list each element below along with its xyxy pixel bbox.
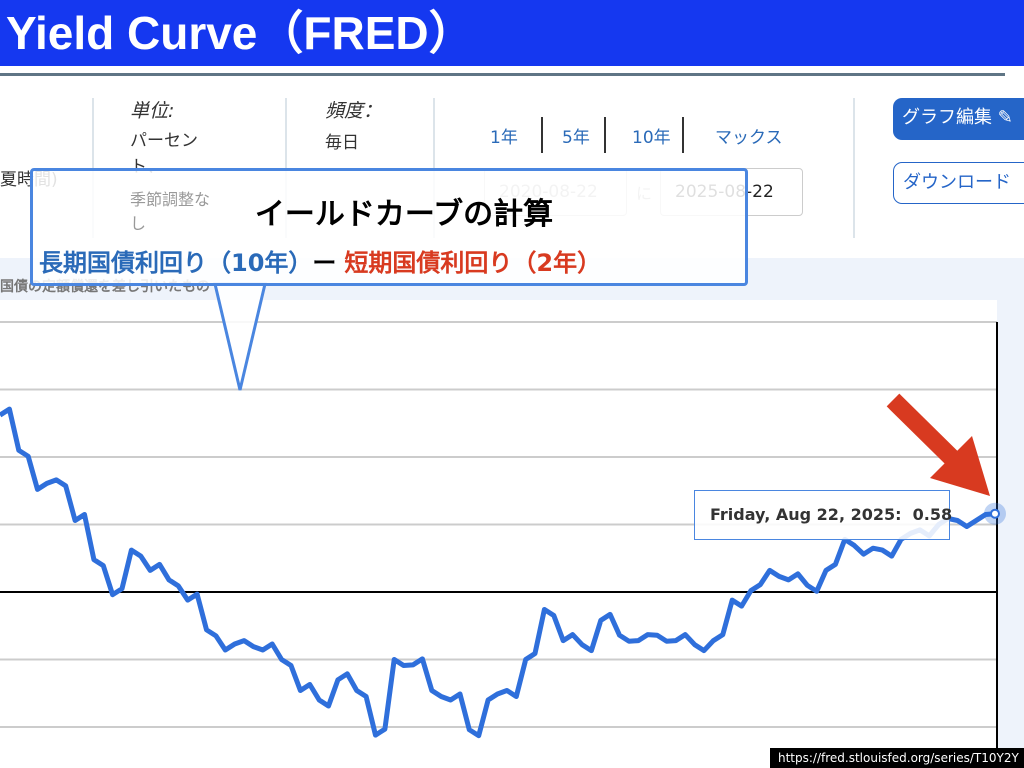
callout-tail — [213, 282, 267, 391]
units-label: 単位: — [130, 100, 175, 122]
range-1y[interactable]: 1年 — [490, 128, 518, 148]
external-edit-icon: ✎ — [997, 107, 1013, 128]
slide-title: Yield Curve（FRED） — [0, 0, 1024, 66]
hover-tooltip: Friday, Aug 22, 2025: 0.58 — [694, 490, 953, 540]
title-divider — [0, 73, 1005, 76]
range-max[interactable]: マックス — [715, 128, 783, 148]
series-line — [0, 406, 996, 739]
callout-formula: 長期国債利回り（10年）ー 短期国債利回り（2年） — [39, 243, 601, 278]
tooltip-value: 0.58 — [912, 505, 953, 524]
frequency-value: 毎日 — [325, 133, 359, 153]
source-url: https://fred.stlouisfed.org/series/T10Y2… — [770, 748, 1024, 768]
units-note: 季節調整なし — [130, 190, 211, 233]
minus-sign: ー — [312, 249, 337, 277]
divider — [853, 98, 855, 238]
long-term-yield: 長期国債利回り（10年） — [39, 249, 313, 277]
edit-graph-button[interactable]: グラフ編集 ✎ — [893, 98, 1024, 140]
edit-graph-label: グラフ編集 — [902, 107, 992, 128]
range-separator — [604, 117, 606, 153]
range-5y[interactable]: 5年 — [562, 128, 590, 148]
tooltip-date: Friday, Aug 22, 2025: — [710, 505, 902, 524]
frequency-label: 頻度： — [325, 100, 383, 122]
hover-point[interactable] — [990, 508, 1000, 519]
callout-box: イールドカーブの計算 長期国債利回り（10年）ー 短期国債利回り（2年） — [30, 168, 748, 286]
red-arrow-icon — [886, 393, 990, 496]
range-10y[interactable]: 10年 — [632, 128, 671, 148]
callout-title: イールドカーブの計算 — [254, 197, 554, 232]
range-separator — [682, 117, 684, 153]
short-term-yield: 短期国債利回り（2年） — [344, 249, 602, 277]
range-separator — [541, 117, 543, 153]
download-button[interactable]: ダウンロード — [893, 162, 1024, 204]
